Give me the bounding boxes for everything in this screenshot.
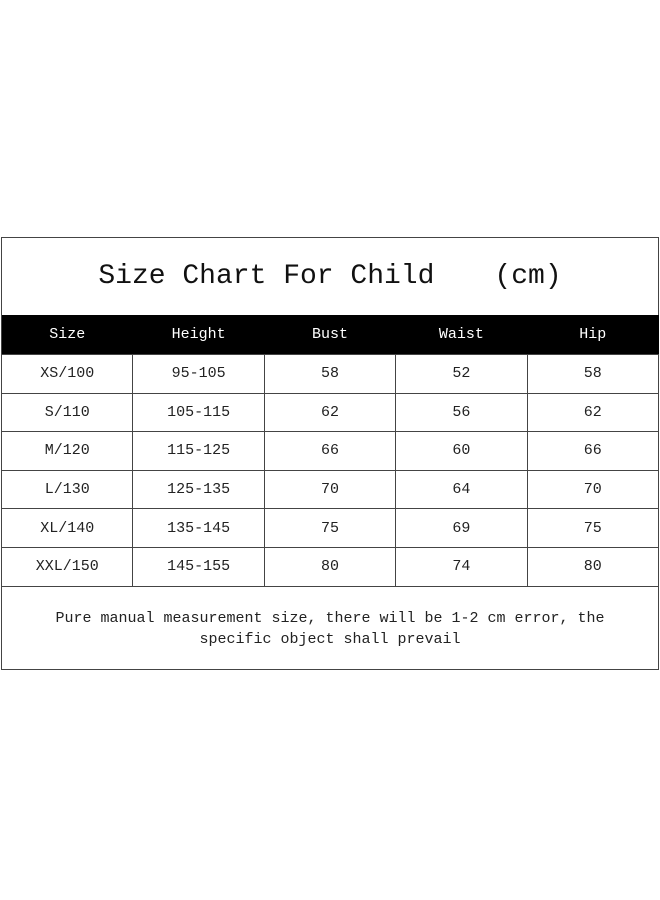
cell-bust: 70	[263, 469, 397, 510]
header-row: Size Height Bust Waist Hip	[1, 315, 659, 355]
measurement-note: Pure manual measurement size, there will…	[55, 609, 605, 648]
table-row: XL/140 135-145 75 69 75	[0, 508, 660, 548]
cell-bust: 66	[263, 431, 397, 471]
title-text: Size Chart For Child	[98, 261, 435, 292]
size-table: Size Height Bust Waist Hip XS/100 95-105 58 52 5…	[0, 315, 660, 587]
cell-height: 95-105	[132, 354, 265, 394]
cell-waist: 74	[395, 546, 528, 587]
cell-waist: 52	[395, 354, 528, 394]
chart-title: Size Chart For Child (cm)	[2, 238, 658, 315]
cell-height: 125-135	[132, 469, 265, 510]
cell-size: M/120	[0, 431, 134, 471]
cell-height: 115-125	[132, 431, 265, 471]
column-header-height: Height	[132, 315, 265, 355]
cell-size: XXL/150	[0, 546, 134, 587]
cell-size: XS/100	[0, 354, 134, 394]
cell-waist: 60	[395, 431, 528, 471]
unit-text: (cm)	[494, 261, 562, 292]
cell-hip: 58	[526, 354, 660, 394]
cell-waist: 64	[395, 469, 528, 510]
cell-waist: 56	[395, 392, 528, 433]
cell-bust: 80	[263, 546, 397, 587]
cell-size: XL/140	[0, 508, 134, 548]
cell-waist: 69	[395, 508, 528, 548]
cell-bust: 58	[263, 354, 397, 394]
column-header-bust: Bust	[264, 315, 396, 355]
column-header-size: Size	[1, 315, 133, 355]
cell-hip: 80	[526, 546, 660, 587]
table-row: XS/100 95-105 58 52 58	[0, 354, 660, 394]
cell-hip: 66	[526, 431, 660, 471]
cell-hip: 62	[526, 392, 660, 433]
cell-size: S/110	[0, 392, 134, 433]
cell-bust: 62	[263, 392, 397, 433]
cell-height: 145-155	[132, 546, 265, 587]
cell-bust: 75	[263, 508, 397, 548]
size-chart: Size Chart For Child (cm) Size Height Bust W…	[0, 237, 660, 670]
table-row: L/130 125-135 70 64 70	[0, 469, 660, 510]
cell-hip: 70	[526, 469, 660, 510]
table-row: M/120 115-125 66 60 66	[0, 431, 660, 471]
table-row: S/110 105-115 62 56 62	[0, 392, 660, 433]
column-header-waist: Waist	[395, 315, 528, 355]
cell-hip: 75	[526, 508, 660, 548]
column-header-hip: Hip	[527, 315, 659, 355]
cell-height: 105-115	[132, 392, 265, 433]
table-row: XXL/150 145-155 80 74 80	[0, 546, 660, 587]
cell-size: L/130	[0, 469, 134, 510]
cell-height: 135-145	[132, 508, 265, 548]
